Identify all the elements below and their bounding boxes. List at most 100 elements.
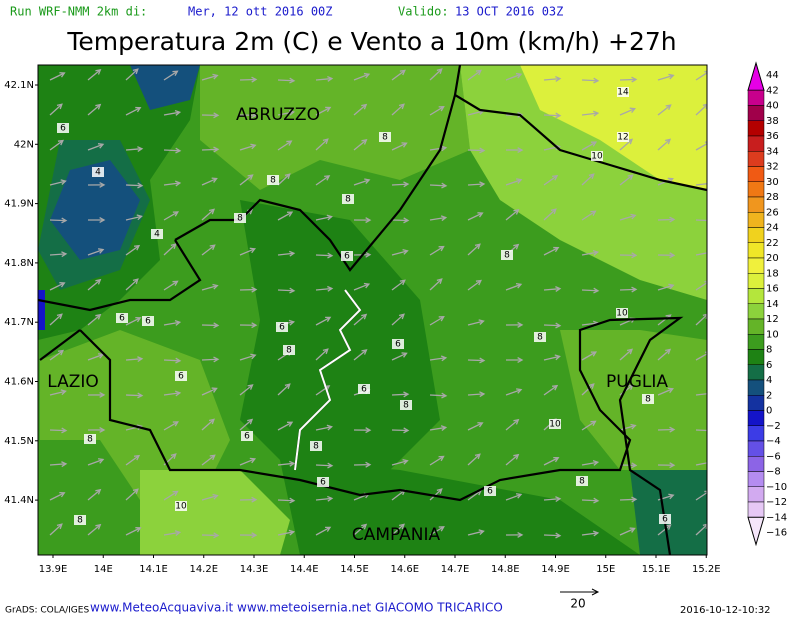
wind-arrow: [163, 421, 179, 431]
wind-arrow: [619, 348, 633, 361]
wind-arrow-head: [436, 278, 443, 285]
wind-arrow-head: [398, 313, 405, 320]
wind-arrow-head: [593, 110, 600, 117]
wind-arrow-head: [284, 383, 291, 390]
wind-arrow-head: [365, 427, 372, 434]
wind-arrow: [277, 289, 295, 292]
wind-arrow: [163, 211, 179, 221]
lon-label: 14.7E: [441, 564, 470, 575]
colorbar-label: 6: [766, 360, 772, 371]
wind-arrow: [87, 143, 104, 151]
wind-arrow: [315, 216, 332, 221]
wind-arrow-head: [133, 454, 141, 461]
contour-label: 6: [279, 323, 285, 333]
wind-arrow: [125, 527, 141, 536]
contour-label-bg: [175, 371, 187, 381]
contour-label: 6: [344, 252, 350, 262]
contour-label: 8: [645, 395, 651, 405]
contour-label: 6: [145, 317, 151, 327]
wind-arrow: [87, 69, 101, 81]
wind-arrow-head: [97, 458, 105, 464]
colorbar-swatch: [747, 456, 765, 472]
wind-arrow-head: [325, 316, 332, 322]
wind-arrow: [125, 455, 140, 466]
wind-arrow: [87, 353, 104, 361]
contour-label: 6: [662, 515, 668, 525]
wind-arrow: [429, 526, 445, 536]
contour-label-bg: [591, 151, 603, 161]
wind-arrow-head: [174, 109, 182, 116]
wind-arrow-head: [211, 387, 218, 393]
contour-label-bg: [617, 87, 629, 97]
wind-arrow-head: [135, 106, 142, 113]
wind-arrow: [543, 355, 560, 361]
wind-arrow: [391, 393, 409, 396]
colorbar-label: −6: [766, 451, 781, 462]
colorbar-swatch: [747, 288, 765, 304]
wind-arrow: [163, 182, 180, 186]
wind-arrow-head: [555, 75, 562, 82]
wind-arrow: [239, 78, 257, 81]
colorbar-label: −16: [766, 528, 787, 539]
contour-label-bg: [501, 250, 513, 260]
wind-arrow: [391, 313, 405, 326]
wind-arrow-head: [588, 173, 595, 180]
contour-label: 8: [270, 176, 276, 186]
contour-label-bg: [317, 477, 329, 487]
wind-arrow: [581, 420, 596, 431]
colorbar-label: 38: [766, 116, 779, 127]
wind-arrow-head: [61, 251, 68, 258]
wind-arrow-head: [249, 457, 257, 464]
wind-arrow: [505, 389, 522, 396]
wind-arrow: [49, 103, 63, 116]
lon-label: 15E: [596, 564, 615, 575]
lon-label: 14.1E: [139, 564, 168, 575]
wind-arrow: [657, 284, 674, 291]
field: [240, 200, 440, 480]
wind-arrow-head: [250, 353, 257, 360]
colorbar-swatch: [747, 501, 765, 518]
wind-arrow: [353, 314, 367, 326]
wind-arrow: [315, 385, 330, 396]
wind-arrow-head: [629, 107, 636, 114]
wind-arrow: [619, 527, 635, 536]
lat-label: 42.1N: [4, 80, 34, 91]
wind-arrow-head: [61, 217, 68, 224]
colorbar-label: 14: [766, 299, 779, 310]
lon-label: 14.2E: [189, 564, 218, 575]
wind-arrow: [315, 526, 331, 536]
wind-arrow: [87, 489, 101, 501]
field: [50, 160, 140, 260]
wind-arrow-head: [474, 453, 481, 460]
wind-arrow-head: [630, 423, 637, 430]
wind-arrow-head: [669, 426, 676, 433]
wind-arrow: [239, 144, 256, 151]
wind-arrow-head: [515, 283, 523, 289]
colorbar-swatch: [747, 425, 765, 442]
wind-arrow-head: [590, 351, 598, 357]
wind-arrow-head: [135, 527, 142, 533]
wind-arrow-head: [515, 72, 523, 79]
wind-arrow-head: [590, 210, 597, 216]
wind-arrow: [695, 72, 707, 81]
wind-arrow-head: [403, 391, 410, 398]
wind-arrow-head: [56, 103, 63, 110]
region-label: PUGLIA: [606, 372, 668, 392]
site-credits: www.MeteoAcquaviva.it www.meteoisernia.n…: [90, 601, 503, 615]
wind-arrow-head: [631, 252, 638, 259]
wind-arrow: [277, 79, 295, 82]
wind-arrow-head: [403, 217, 410, 224]
wind-arrow: [201, 208, 215, 221]
wind-arrow-head: [287, 421, 294, 427]
wind-arrow: [391, 219, 409, 222]
wind-arrow: [429, 357, 446, 361]
run-date: Mer, 12 ott 2016 00Z: [188, 5, 333, 19]
lon-label: 15.1E: [642, 564, 671, 575]
contour-label: 4: [95, 168, 101, 178]
field: [630, 470, 707, 555]
wind-arrow-head: [98, 248, 105, 254]
wind-arrow-head: [631, 76, 638, 83]
wind-arrow-head: [174, 180, 182, 187]
colorbar-swatch: [747, 135, 765, 152]
contour-label: 10: [175, 502, 187, 512]
